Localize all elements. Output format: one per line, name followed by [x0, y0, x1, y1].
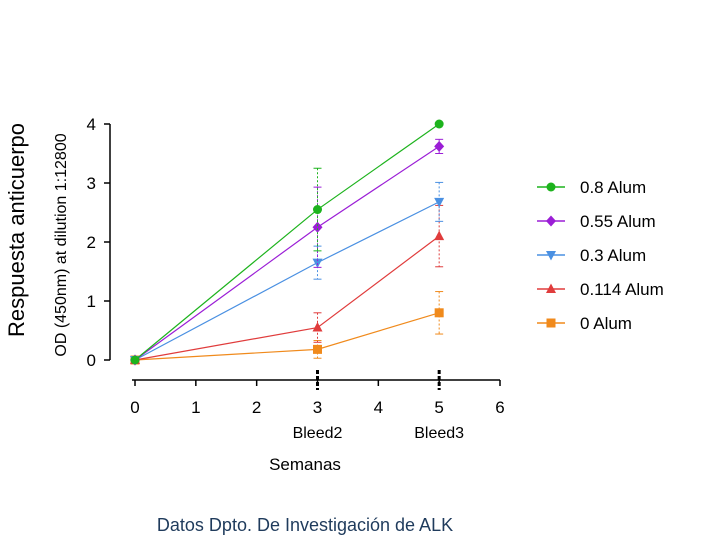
- series-1-point-3: [434, 119, 444, 129]
- legend-label-4: 0.114 Alum: [580, 280, 664, 299]
- legend-item-5: 0 Alum: [537, 314, 632, 333]
- y-tick-label-0: 0: [87, 351, 96, 370]
- series-2-point-2: [312, 221, 323, 233]
- y-axis-label-outer: Respuesta anticuerpo: [4, 123, 29, 337]
- series-1-point-1: [130, 355, 140, 365]
- y-tick-label-1: 1: [87, 292, 96, 311]
- series-1-point-2: [313, 205, 322, 215]
- legend-item-3: 0.3 Alum: [537, 246, 646, 265]
- caption: Datos Dpto. De Investigación de ALK: [156, 515, 454, 535]
- y-tick-label-3: 3: [87, 174, 96, 193]
- y-axis-label: OD (450nm) at dilution 1:12800: [53, 133, 70, 356]
- series-4-line: [134, 235, 440, 361]
- legend-label-2: 0.55 Alum: [580, 212, 656, 231]
- series-5-line: [134, 312, 440, 361]
- legend-marker-5: [546, 318, 556, 328]
- series-5: [130, 291, 444, 365]
- legend-item-1: 0.8 Alum: [537, 178, 646, 197]
- x-annotation-label-1: Bleed2: [293, 425, 343, 442]
- x-annotation-label-2: Bleed3: [414, 425, 464, 442]
- legend-item-2: 0.55 Alum: [537, 212, 656, 231]
- legend: 0.8 Alum 0.55 Alum 0.3 Alum 0.114 Alum 0 Alu…: [537, 178, 664, 333]
- legend-label-5: 0 Alum: [580, 314, 632, 333]
- x-tick-label-3: 3: [313, 398, 322, 417]
- series-2: [130, 138, 445, 366]
- series-3: [130, 181, 445, 366]
- series-layer: [130, 119, 445, 366]
- x-tick-label-4: 4: [374, 398, 383, 417]
- series-4-point-2: [312, 322, 323, 332]
- x-axis-label: Semanas: [269, 455, 341, 474]
- series-3-line: [134, 201, 440, 361]
- series-1-line: [134, 123, 440, 361]
- series-2-point-3: [434, 140, 445, 152]
- y-tick-label-4: 4: [87, 115, 96, 134]
- chart: 0 1 2 3 4 0 1 2 3 4 5 6 Bleed2 Bleed3 0.8 Alum 0.55 Al…: [4, 115, 664, 474]
- series-5-point-3: [434, 308, 444, 318]
- x-tick-label-1: 1: [191, 398, 200, 417]
- legend-marker-2: [546, 215, 556, 227]
- x-tick-label-5: 5: [434, 398, 443, 417]
- series-5-point-2: [313, 344, 322, 354]
- axes: 0 1 2 3 4 0 1 2 3 4 5 6 Bleed2 Bleed3: [87, 115, 505, 442]
- x-tick-label-2: 2: [252, 398, 261, 417]
- series-3-point-3: [434, 197, 445, 208]
- legend-label-1: 0.8 Alum: [580, 178, 646, 197]
- x-tick-label-0: 0: [130, 398, 139, 417]
- legend-item-4: 0.114 Alum: [537, 280, 664, 299]
- series-4-point-3: [434, 230, 445, 241]
- legend-marker-1: [546, 182, 556, 192]
- y-tick-label-2: 2: [87, 233, 96, 252]
- series-4: [130, 204, 445, 364]
- legend-marker-3: [546, 251, 556, 261]
- series-1: [130, 119, 444, 365]
- series-2-line: [134, 145, 440, 361]
- legend-marker-4: [546, 283, 556, 293]
- x-tick-label-6: 6: [495, 398, 504, 417]
- legend-label-3: 0.3 Alum: [580, 246, 646, 265]
